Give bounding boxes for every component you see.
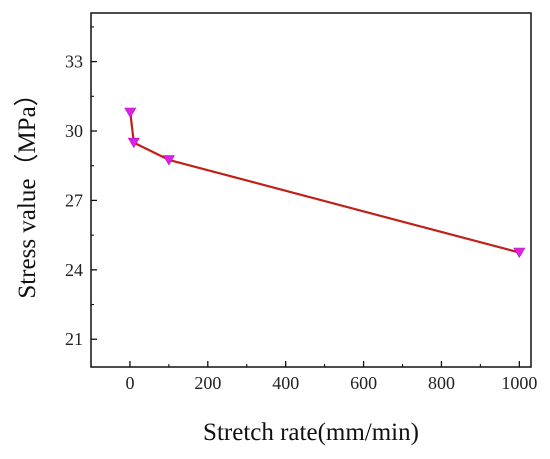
y-tick-label: 30: [65, 121, 83, 141]
x-tick-label: 600: [350, 373, 377, 393]
data-point-marker: [162, 155, 175, 166]
y-axis-title: Stress value（MPa）: [13, 81, 41, 298]
data-point-marker: [513, 247, 526, 259]
y-tick-label: 21: [65, 329, 83, 349]
x-tick-label: 400: [272, 373, 299, 393]
x-tick-label: 0: [125, 373, 134, 393]
y-tick-label: 27: [65, 190, 83, 210]
y-tick-label: 24: [65, 260, 83, 280]
x-axis-title: Stretch rate(mm/min): [203, 419, 419, 446]
x-tick-label: 200: [194, 373, 221, 393]
plot-frame: [90, 12, 532, 368]
series-line: [129, 112, 520, 254]
data-point-marker: [127, 137, 140, 149]
x-tick-label: 800: [428, 373, 455, 393]
data-point-marker: [124, 107, 137, 119]
x-tick-label: 1000: [501, 373, 537, 393]
y-axis: 21 24 27 30 33: [65, 26, 97, 349]
x-axis: 0 200 400 600 800 1000: [90, 361, 537, 393]
series-layer: [124, 107, 526, 259]
y-tick-label: 33: [65, 52, 83, 72]
